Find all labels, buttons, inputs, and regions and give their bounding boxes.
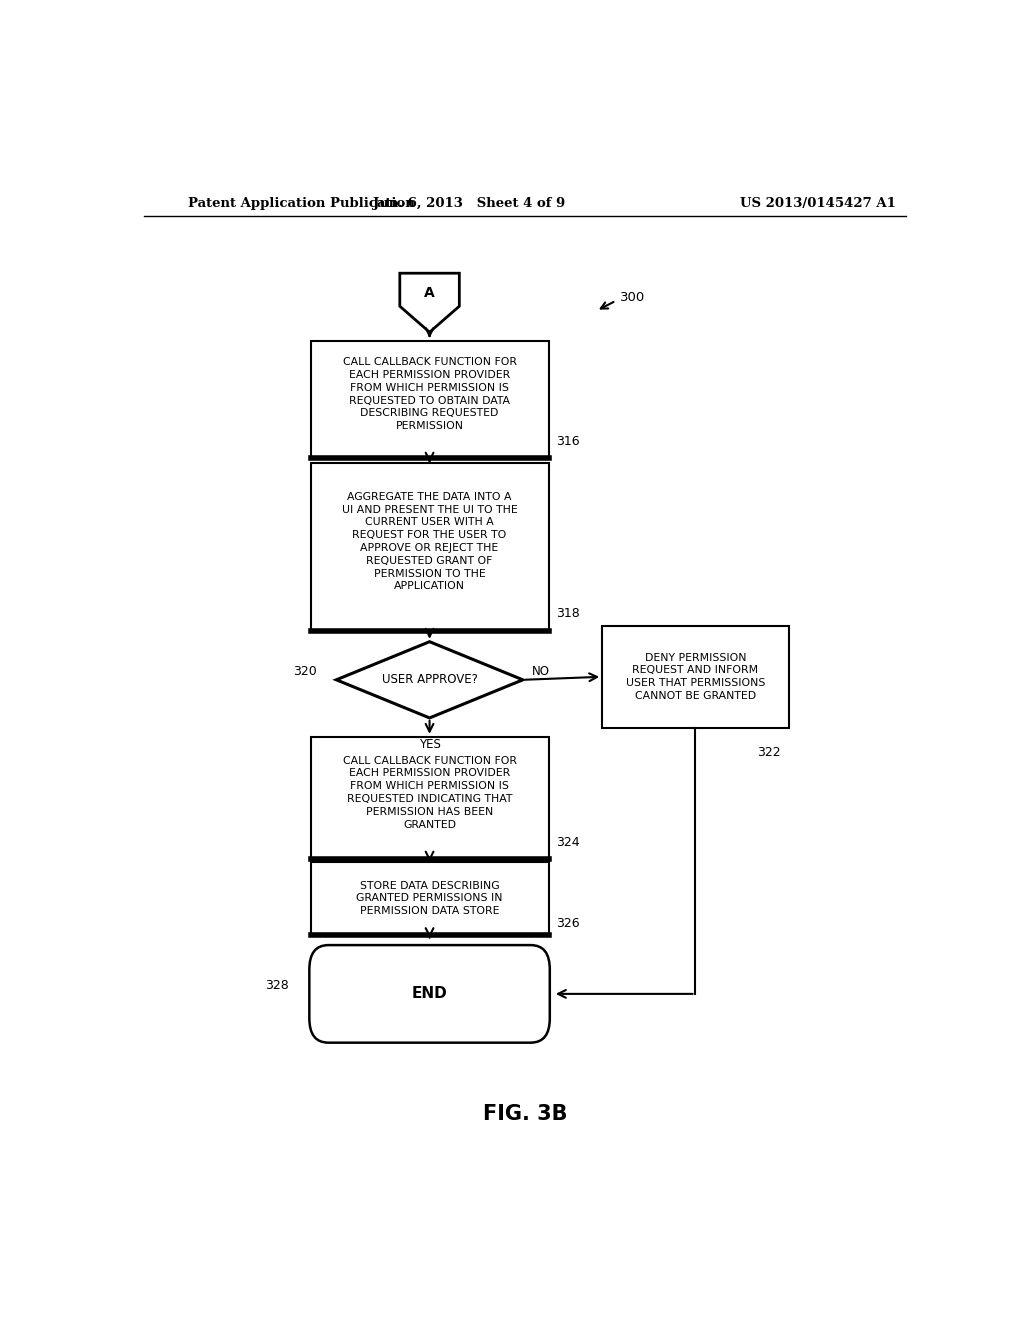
- Bar: [310, 862, 549, 935]
- Text: 324: 324: [557, 836, 581, 849]
- Text: 328: 328: [265, 979, 289, 993]
- Text: 326: 326: [557, 917, 581, 929]
- Bar: [310, 463, 549, 631]
- Text: 322: 322: [757, 746, 780, 759]
- Text: CALL CALLBACK FUNCTION FOR
EACH PERMISSION PROVIDER
FROM WHICH PERMISSION IS
REQ: CALL CALLBACK FUNCTION FOR EACH PERMISSI…: [343, 358, 516, 432]
- Text: DENY PERMISSION
REQUEST AND INFORM
USER THAT PERMISSIONS
CANNOT BE GRANTED: DENY PERMISSION REQUEST AND INFORM USER …: [626, 652, 765, 701]
- Text: NO: NO: [532, 665, 550, 678]
- Text: A: A: [424, 285, 435, 300]
- Polygon shape: [336, 642, 523, 718]
- Text: Jun. 6, 2013   Sheet 4 of 9: Jun. 6, 2013 Sheet 4 of 9: [373, 197, 565, 210]
- Polygon shape: [399, 273, 460, 333]
- Text: Patent Application Publication: Patent Application Publication: [187, 197, 415, 210]
- Text: US 2013/0145427 A1: US 2013/0145427 A1: [740, 197, 896, 210]
- Bar: [310, 737, 549, 859]
- Text: CALL CALLBACK FUNCTION FOR
EACH PERMISSION PROVIDER
FROM WHICH PERMISSION IS
REQ: CALL CALLBACK FUNCTION FOR EACH PERMISSI…: [343, 755, 516, 830]
- Text: USER APPROVE?: USER APPROVE?: [382, 673, 477, 686]
- FancyBboxPatch shape: [309, 945, 550, 1043]
- Text: AGGREGATE THE DATA INTO A
UI AND PRESENT THE UI TO THE
CURRENT USER WITH A
REQUE: AGGREGATE THE DATA INTO A UI AND PRESENT…: [342, 492, 517, 591]
- Bar: [602, 626, 788, 727]
- Text: 300: 300: [620, 292, 645, 304]
- Text: STORE DATA DESCRIBING
GRANTED PERMISSIONS IN
PERMISSION DATA STORE: STORE DATA DESCRIBING GRANTED PERMISSION…: [356, 880, 503, 916]
- Text: 320: 320: [293, 665, 316, 678]
- Text: 318: 318: [557, 607, 581, 620]
- Text: 316: 316: [557, 434, 581, 447]
- Text: YES: YES: [419, 738, 440, 751]
- Text: FIG. 3B: FIG. 3B: [482, 1104, 567, 1123]
- Text: END: END: [412, 986, 447, 1002]
- Bar: [310, 341, 549, 458]
